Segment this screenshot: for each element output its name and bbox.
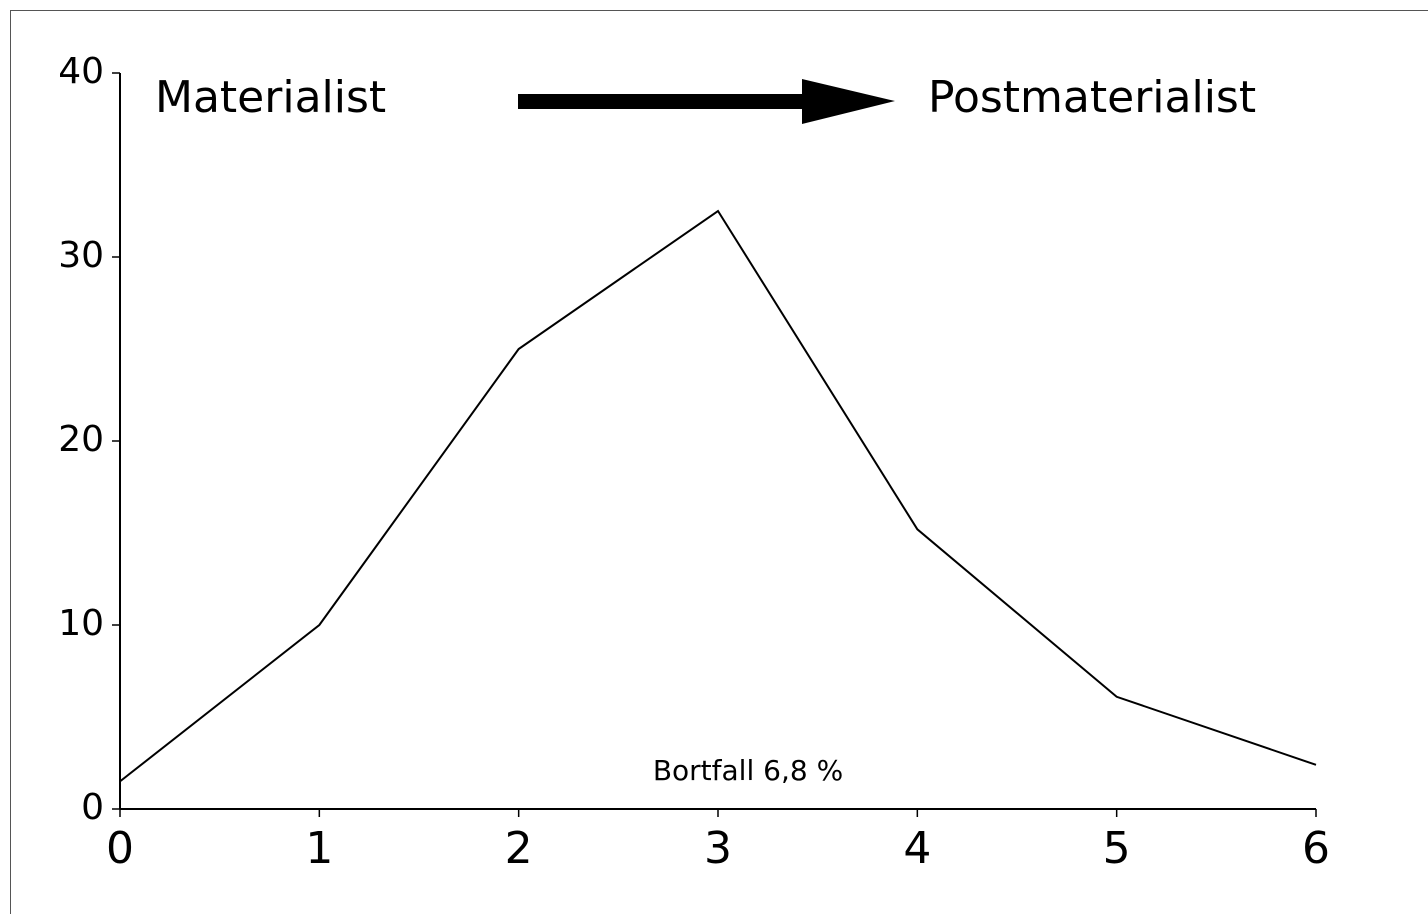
x-tick-label: 5 — [1103, 823, 1131, 874]
x-tick-label: 0 — [106, 823, 134, 874]
arrow-shaft — [518, 94, 806, 109]
y-tick-label: 40 — [58, 51, 104, 92]
y-tick-label: 10 — [58, 603, 104, 644]
x-tick-label: 4 — [903, 823, 931, 874]
x-tick-label: 1 — [305, 823, 333, 874]
annotation: Postmaterialist — [928, 72, 1256, 123]
arrow-head — [802, 79, 895, 124]
x-tick-label: 6 — [1302, 823, 1330, 874]
line — [119, 209, 1317, 783]
y-tick-label: 30 — [58, 235, 104, 276]
x-tick-label: 2 — [505, 823, 533, 874]
x-tick-label: 3 — [704, 823, 732, 874]
annotation: Materialist — [155, 72, 386, 123]
y-tick-label: 0 — [81, 787, 104, 828]
annotation: Bortfall 6,8 % — [653, 754, 843, 787]
frame — [10, 10, 1428, 914]
y-tick-label: 20 — [58, 419, 104, 460]
